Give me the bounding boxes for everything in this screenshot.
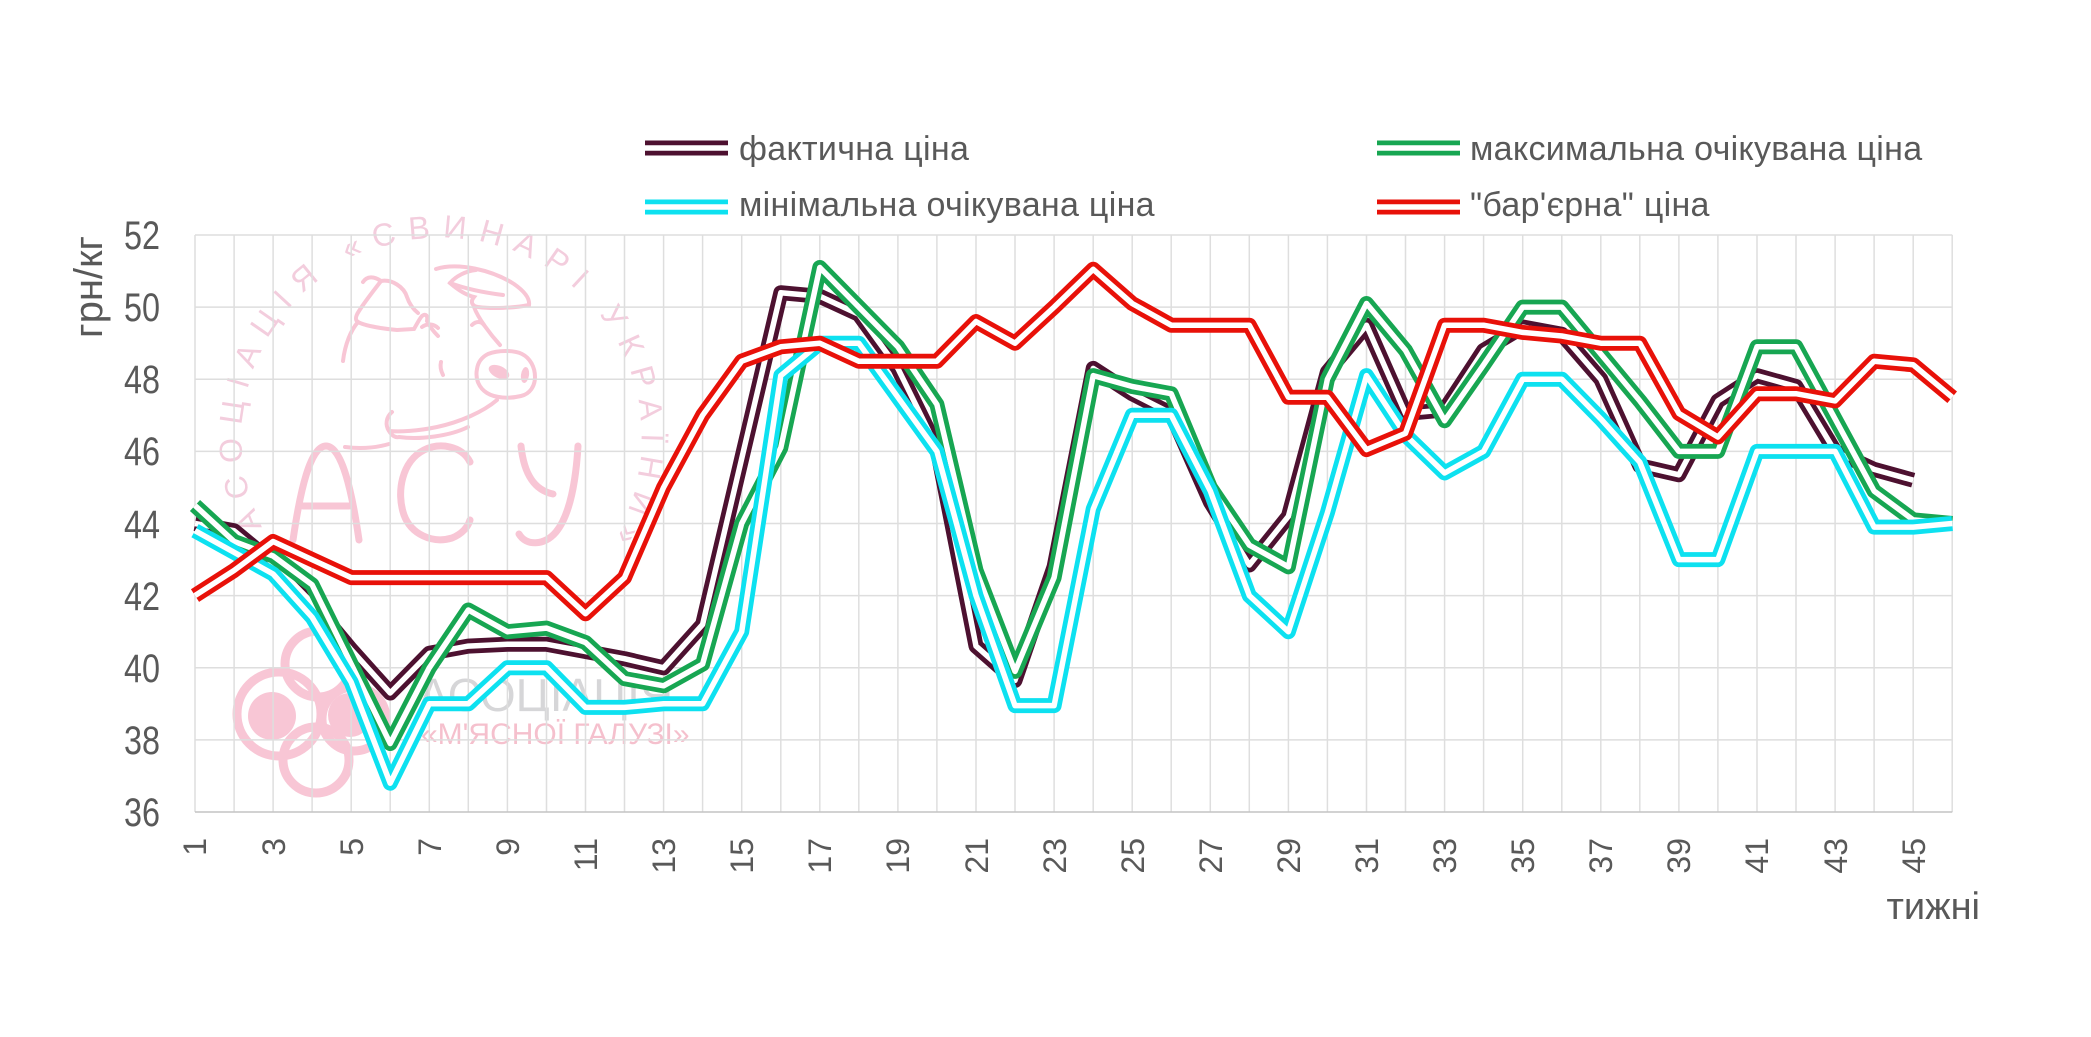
svg-text:29: 29	[1271, 838, 1307, 874]
svg-text:40: 40	[124, 647, 160, 691]
svg-text:максимальна очікувана ціна: максимальна очікувана ціна	[1470, 130, 1922, 168]
svg-text:50: 50	[124, 286, 160, 330]
svg-text:тижні: тижні	[1887, 886, 1980, 928]
svg-text:мінімальна очікувана ціна: мінімальна очікувана ціна	[739, 186, 1155, 224]
svg-text:«М'ЯСНОЇ ГАЛУЗІ»: «М'ЯСНОЇ ГАЛУЗІ»	[421, 718, 690, 751]
svg-text:21: 21	[959, 838, 995, 874]
svg-text:52: 52	[124, 214, 160, 258]
svg-text:39: 39	[1661, 838, 1697, 874]
svg-text:17: 17	[802, 838, 838, 874]
svg-text:45: 45	[1896, 838, 1932, 874]
svg-text:41: 41	[1739, 838, 1775, 874]
svg-text:9: 9	[490, 838, 526, 856]
svg-text:19: 19	[880, 838, 916, 874]
svg-text:15: 15	[724, 838, 760, 874]
svg-text:43: 43	[1818, 838, 1854, 874]
svg-text:7: 7	[412, 838, 448, 856]
svg-text:5: 5	[334, 838, 370, 856]
svg-text:48: 48	[124, 358, 160, 402]
svg-text:37: 37	[1583, 838, 1619, 874]
svg-text:25: 25	[1115, 838, 1151, 874]
svg-text:33: 33	[1427, 838, 1463, 874]
svg-text:36: 36	[124, 791, 160, 835]
svg-text:фактична ціна: фактична ціна	[739, 130, 969, 168]
svg-text:23: 23	[1037, 838, 1073, 874]
svg-text:"бар'єрна" ціна: "бар'єрна" ціна	[1470, 186, 1710, 224]
svg-text:27: 27	[1193, 838, 1229, 874]
svg-text:11: 11	[568, 838, 604, 871]
svg-text:13: 13	[646, 838, 682, 874]
svg-text:грн/кг: грн/кг	[67, 236, 111, 338]
svg-text:31: 31	[1349, 838, 1385, 874]
svg-text:42: 42	[124, 575, 160, 619]
svg-text:35: 35	[1505, 838, 1541, 874]
svg-text:46: 46	[124, 430, 160, 474]
svg-text:44: 44	[124, 503, 160, 547]
svg-text:1: 1	[177, 838, 213, 856]
svg-text:3: 3	[256, 838, 292, 856]
svg-text:38: 38	[124, 719, 160, 763]
